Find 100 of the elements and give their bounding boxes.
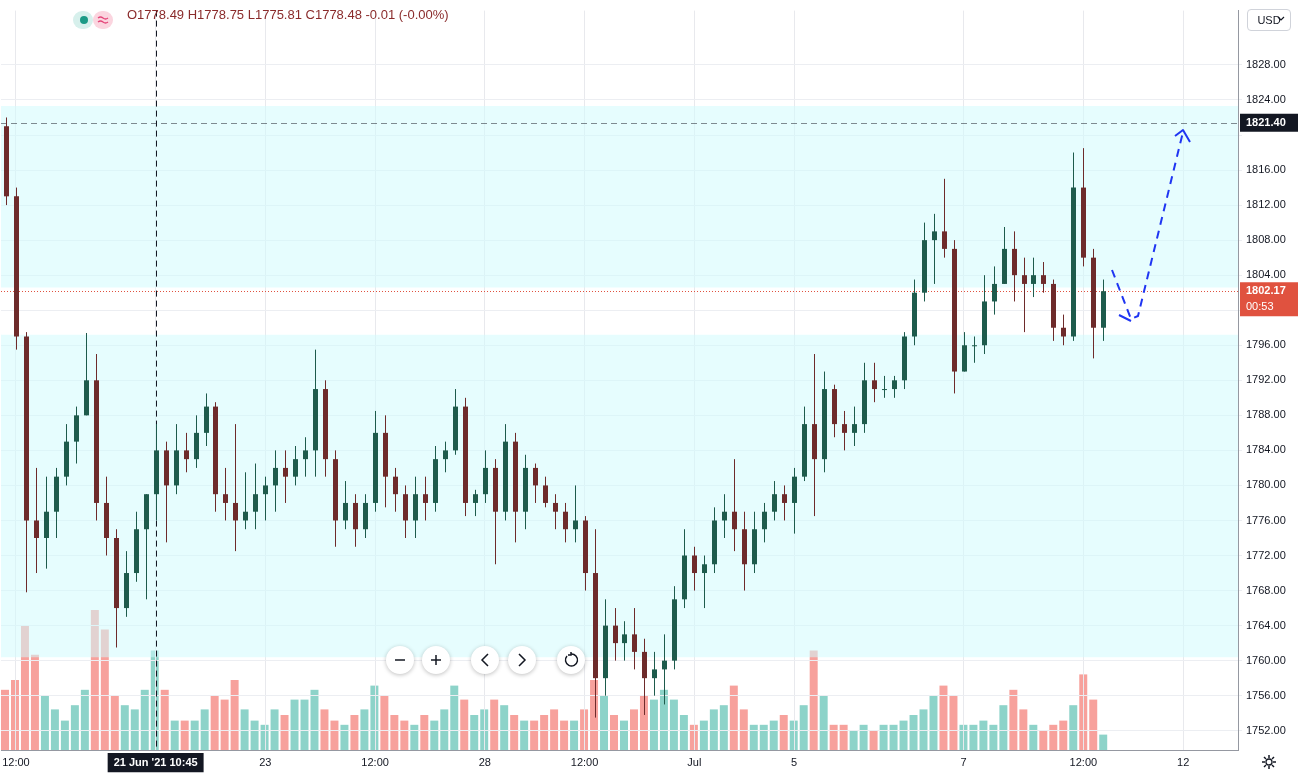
bar: [180, 720, 189, 750]
bar: [120, 705, 129, 750]
text: USD: [1257, 14, 1281, 26]
bar: [100, 629, 109, 750]
bar: [1069, 705, 1078, 750]
candlestick: [932, 213, 937, 285]
ref-line-label: 1802.17: [1246, 284, 1286, 297]
bar: [360, 709, 369, 750]
x-tick-label: 7: [960, 755, 967, 768]
bar: [470, 715, 479, 750]
bar: [490, 699, 499, 750]
bar: [160, 689, 169, 750]
annotation: O1778.49 H1778.75 L1775.81 C1778.48 -0.01 (-0.00%): [127, 7, 449, 22]
bar: [340, 724, 349, 750]
bar: [110, 695, 119, 750]
bar: [390, 715, 399, 750]
bar: [30, 654, 39, 750]
bar: [969, 724, 978, 750]
bar: [70, 705, 79, 750]
bar: [819, 695, 828, 750]
bar: [1049, 724, 1058, 750]
bar: [659, 689, 668, 750]
bar: [400, 720, 409, 750]
candlestick: [243, 471, 248, 530]
bar: [829, 724, 838, 750]
bar: [709, 709, 718, 750]
bar: [330, 720, 339, 750]
candlestick: [553, 493, 558, 530]
bar: [560, 720, 569, 750]
bar: [140, 689, 149, 750]
y-tick-label: 1808.00: [1246, 233, 1286, 246]
bar: [729, 685, 738, 750]
bar: [1039, 730, 1048, 750]
candlestick: [882, 375, 887, 399]
candlestick: [273, 449, 278, 513]
candlestick: [722, 493, 727, 539]
bar: [420, 715, 429, 750]
candlestick: [393, 467, 398, 513]
bar: [639, 695, 648, 750]
candlestick: [732, 458, 737, 552]
candlestick: [1041, 261, 1046, 294]
y-tick-label: 1756.00: [1246, 688, 1286, 701]
bar: [949, 695, 958, 750]
x-tick-label: 21 Jun '21 10:45: [113, 755, 198, 768]
y-tick-label: 1752.00: [1246, 723, 1286, 736]
bar: [879, 724, 888, 750]
x-tick-label: 12:00: [1069, 755, 1098, 768]
bar: [869, 730, 878, 750]
bar: [250, 720, 259, 750]
candlestick: [573, 484, 578, 543]
y-tick-label: 1780.00: [1246, 478, 1286, 491]
bar: [510, 715, 519, 750]
candlestick: [613, 607, 618, 662]
candlestick: [543, 476, 548, 508]
candlestick: [443, 441, 448, 473]
bar: [719, 705, 728, 750]
bar: [540, 715, 549, 750]
bar: [500, 705, 509, 750]
bar: [1009, 689, 1018, 750]
bar: [999, 705, 1008, 750]
x-tick-label: 12: [1177, 755, 1190, 768]
bar: [50, 709, 59, 750]
candlestick: [942, 178, 947, 259]
bar: [240, 709, 249, 750]
bar: [889, 724, 898, 750]
y-tick-label: 1784.00: [1246, 443, 1286, 456]
candlestick: [892, 375, 897, 399]
bar: [849, 730, 858, 750]
candlestick: [563, 502, 568, 543]
ref-line-label: 1821.40: [1246, 115, 1286, 128]
bar: [270, 709, 279, 750]
bar: [600, 695, 609, 750]
bar: [699, 720, 708, 750]
bar: [649, 699, 658, 750]
candlestick: [842, 410, 847, 451]
candlestick: [263, 476, 268, 521]
bar: [440, 709, 449, 750]
bar: [899, 720, 908, 750]
candlestick: [1022, 257, 1027, 333]
text: 00:53: [1246, 300, 1274, 313]
candlestick: [253, 463, 258, 530]
candlestick: [1061, 314, 1066, 346]
candlestick: [343, 480, 348, 530]
bar: [769, 720, 778, 750]
x-tick-label: 12:00: [361, 755, 389, 768]
candlestick: [702, 555, 707, 609]
candlestick: [223, 467, 228, 521]
bar: [909, 715, 918, 750]
bar: [839, 724, 848, 750]
candlestick: [293, 445, 298, 486]
bar: [1019, 709, 1028, 750]
y-tick-label: 1816.00: [1246, 163, 1286, 176]
candlestick: [1031, 257, 1036, 298]
bar: [570, 720, 579, 750]
bar: [939, 685, 948, 750]
candlestick: [652, 651, 657, 697]
y-tick-label: 1760.00: [1246, 653, 1286, 666]
bar: [460, 699, 469, 750]
bar: [230, 680, 239, 750]
candlestick: [852, 406, 857, 447]
